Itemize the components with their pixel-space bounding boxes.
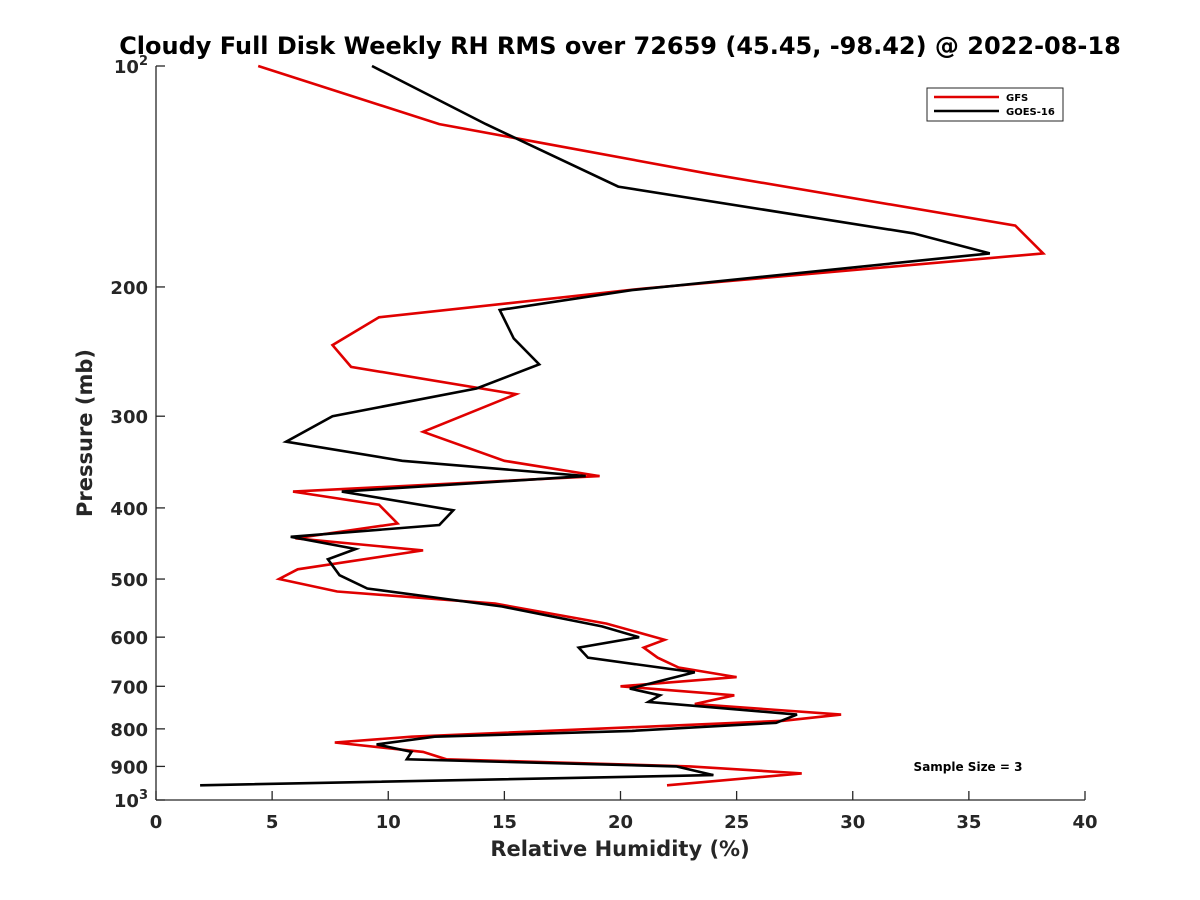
y-tick-label: 600 bbox=[110, 628, 148, 649]
legend-label-gfs: GFS bbox=[1006, 93, 1028, 104]
y-tick-label: 700 bbox=[110, 677, 148, 698]
x-tick-label: 25 bbox=[724, 812, 749, 833]
x-tick-label: 10 bbox=[376, 812, 401, 833]
x-tick-label: 35 bbox=[956, 812, 981, 833]
plot-area bbox=[200, 64, 1047, 787]
legend: GFS GOES-16 bbox=[926, 87, 1064, 122]
x-axis-label: Relative Humidity (%) bbox=[490, 837, 749, 861]
axes: 0 5 10 15 20 25 30 35 40 102 200 300 400 500 600 700 800… bbox=[110, 54, 1097, 833]
x-tick-label: 0 bbox=[150, 812, 163, 833]
y-tick-label: 200 bbox=[110, 278, 148, 299]
y-tick-label: 300 bbox=[110, 407, 148, 428]
y-tick-label: 800 bbox=[110, 720, 148, 741]
y-tick-label: 103 bbox=[114, 788, 148, 812]
y-axis-label: Pressure (mb) bbox=[73, 349, 97, 517]
x-tick-label: 5 bbox=[266, 812, 279, 833]
legend-label-goes16: GOES-16 bbox=[1006, 107, 1055, 118]
y-tick-label: 900 bbox=[110, 757, 148, 778]
x-tick-label: 40 bbox=[1072, 812, 1097, 833]
chart-title: Cloudy Full Disk Weekly RH RMS over 7265… bbox=[119, 32, 1121, 60]
y-tick-label: 500 bbox=[110, 570, 148, 591]
legend-box bbox=[926, 87, 1064, 122]
series-line-gfs bbox=[257, 64, 1047, 787]
y-tick-label: 400 bbox=[110, 499, 148, 520]
series-line-goes16 bbox=[200, 64, 991, 787]
x-tick-label: 30 bbox=[840, 812, 865, 833]
sample-size-annotation: Sample Size = 3 bbox=[914, 760, 1023, 774]
x-tick-label: 20 bbox=[608, 812, 633, 833]
y-tick-label: 102 bbox=[114, 54, 148, 78]
x-tick-label: 15 bbox=[492, 812, 517, 833]
